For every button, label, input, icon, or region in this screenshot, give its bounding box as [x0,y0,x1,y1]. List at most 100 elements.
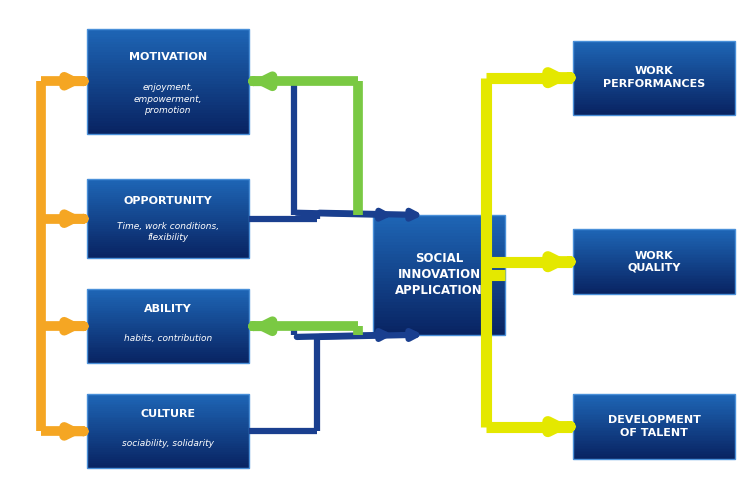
Bar [573,113,735,115]
Bar [573,428,735,430]
Bar [87,53,249,55]
Bar [87,187,249,189]
Bar [573,41,735,43]
Bar [87,452,249,454]
Bar [373,269,505,272]
Bar [573,411,735,412]
Bar [87,76,249,79]
Bar [573,55,735,57]
Bar [87,289,249,363]
Bar [573,443,735,445]
Bar [87,201,249,203]
Bar [87,304,249,306]
Bar [87,89,249,92]
Bar [573,242,735,244]
Bar [373,284,505,287]
Bar [87,347,249,348]
Bar [87,232,249,235]
Bar [373,308,505,311]
Bar [573,91,735,93]
Bar [87,413,249,415]
Bar [87,205,249,207]
Bar [373,257,505,260]
Bar [573,249,735,250]
Bar [87,227,249,228]
Bar [87,223,249,225]
Bar [573,250,735,252]
Bar [87,250,249,252]
Bar [373,316,505,320]
Bar [573,252,735,254]
Bar [87,317,249,319]
Bar [87,185,249,187]
Bar [87,339,249,341]
Bar [87,65,249,68]
Bar [87,203,249,205]
Bar [87,394,249,396]
Bar [87,411,249,413]
Bar [373,302,505,305]
Bar [87,456,249,457]
Bar [87,68,249,71]
Bar [87,197,249,199]
Bar [373,272,505,275]
Bar [87,326,249,328]
Bar [87,302,249,304]
Bar [573,281,735,282]
Bar [573,263,735,265]
Bar [373,239,505,242]
Bar [573,254,735,255]
Bar [373,233,505,236]
Bar [87,108,249,110]
Bar [87,246,249,248]
Bar [573,270,735,272]
Bar [573,59,735,61]
Bar [573,430,735,432]
Bar [87,306,249,308]
Bar [573,268,735,270]
Bar [573,247,735,249]
Bar [573,48,735,50]
Bar [573,259,735,260]
Bar [573,413,735,415]
Bar [373,287,505,290]
Bar [87,435,249,437]
Bar [87,348,249,350]
Bar [573,89,735,91]
Bar [87,234,249,237]
Bar [373,251,505,254]
Bar [87,207,249,209]
Bar [87,359,249,361]
Bar [87,400,249,402]
Bar [87,319,249,321]
Bar [87,29,249,134]
Bar [87,428,249,430]
Bar [573,398,735,399]
Bar [87,215,249,217]
Bar [87,123,249,126]
Bar [573,52,735,54]
Bar [573,93,735,94]
Bar [87,42,249,44]
Bar [87,426,249,428]
Bar [573,229,735,294]
Bar [87,105,249,108]
Bar [573,404,735,406]
Bar [87,211,249,213]
Bar [373,296,505,299]
Bar [87,431,249,433]
Bar [573,409,735,411]
Bar [87,244,249,246]
Bar [87,334,249,336]
Bar [87,189,249,191]
Bar [87,29,249,32]
Bar [573,241,735,242]
Bar [573,239,735,241]
Bar [573,399,735,401]
Bar [573,79,735,81]
Bar [573,76,735,78]
Bar [87,121,249,123]
Bar [573,278,735,280]
Bar [87,341,249,343]
Bar [373,311,505,314]
